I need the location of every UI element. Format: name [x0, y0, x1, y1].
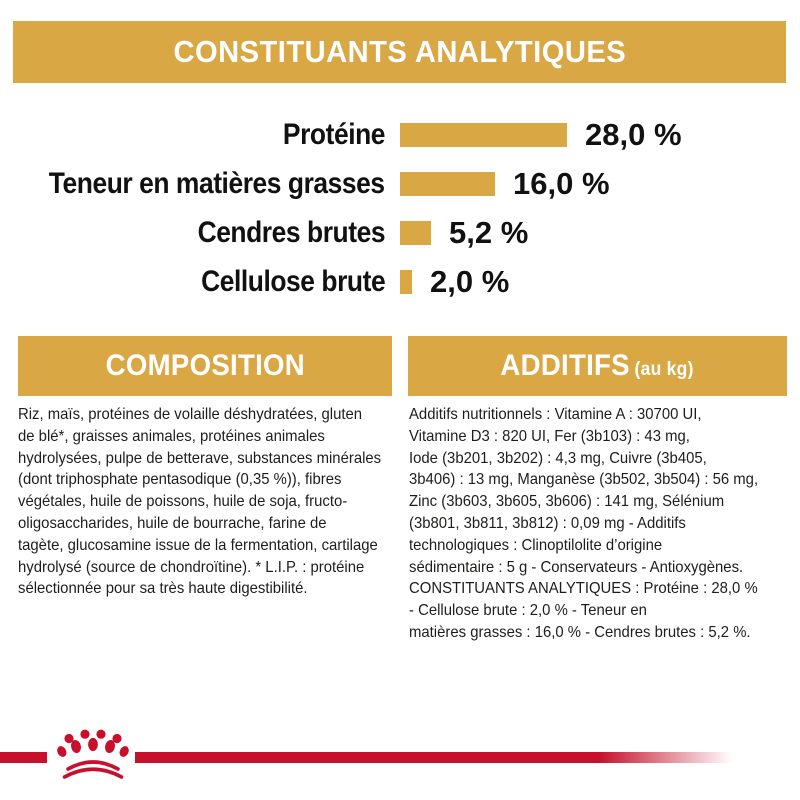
chart-row: Cellulose brute 2,0 %	[0, 264, 800, 299]
analytical-constituents-chart: Protéine 28,0 % Teneur en matières grasses…	[0, 117, 800, 319]
analytical-constituents-banner: CONSTITUANTS ANALYTIQUES	[13, 21, 786, 83]
chart-row: Protéine 28,0 %	[0, 117, 800, 152]
text-line: tagète, glucosamine issue de la fermenta…	[18, 536, 378, 554]
additives-text: Additifs nutritionnels : Vitamine A : 30…	[409, 404, 789, 644]
text-line: - Cellulose brute : 2,0 % - Teneur en	[409, 602, 647, 620]
text-line: 3b406) : 13 mg, Manganèse (3b502, 3b504)…	[409, 471, 759, 489]
text-line: Vitamine D3 : 820 UI, Fer (3b103) : 43 m…	[409, 427, 690, 445]
text-line: (3b801, 3b811, 3b812) : 0,09 mg - Additi…	[409, 514, 686, 532]
footer-red-bar-stub	[0, 752, 47, 763]
text-line: sélectionnée pour sa très haute digestib…	[18, 580, 308, 598]
chart-bar	[400, 221, 431, 245]
text-line: Iode (3b201, 3b202) : 4,3 mg, Cuivre (3b…	[409, 449, 707, 467]
text-line: Riz, maïs, protéines de volaille déshydr…	[18, 406, 363, 423]
banner-title: CONSTITUANTS ANALYTIQUES	[173, 34, 626, 69]
chart-value-label: 28,0 %	[585, 117, 682, 152]
text-line: de blé*, graisses animales, protéines an…	[18, 427, 325, 445]
text-line: Additifs nutritionnels : Vitamine A : 30…	[409, 406, 702, 423]
additives-header-unit: (au kg)	[634, 359, 695, 380]
chart-category-label: Protéine	[282, 118, 386, 151]
chart-row: Teneur en matières grasses 16,0 %	[0, 166, 800, 201]
text-line: technologiques : Clinoptilolite d’origin…	[409, 536, 663, 554]
text-line: Zinc (3b603, 3b605, 3b606) : 141 mg, Sél…	[409, 493, 725, 511]
chart-category-label: Teneur en matières grasses	[49, 167, 385, 200]
additives-header: ADDITIFS (au kg)	[408, 336, 787, 396]
composition-header-label: COMPOSITION	[105, 349, 305, 382]
chart-value-label: 16,0 %	[513, 166, 610, 201]
text-line: sédimentaire : 5 g - Conservateurs - Ant…	[409, 558, 744, 576]
chart-bar	[400, 270, 412, 294]
text-line: hydrolysées, pulpe de betterave, substan…	[18, 449, 382, 467]
composition-header: COMPOSITION	[18, 336, 392, 396]
chart-category-label: Cellulose brute	[200, 265, 386, 298]
text-line: matières grasses : 16,0 % - Cendres brut…	[409, 623, 751, 641]
chart-value-label: 2,0 %	[430, 264, 510, 299]
text-line: (dont triphosphate pentasodique (0,35 %)…	[18, 471, 342, 489]
composition-text: Riz, maïs, protéines de volaille déshydr…	[18, 404, 393, 600]
text-line: CONSTITUANTS ANALYTIQUES : Protéine : 28…	[409, 580, 758, 598]
royal-canin-crown-logo	[57, 729, 129, 779]
chart-bar	[400, 172, 495, 196]
chart-bar	[400, 123, 567, 147]
chart-row: Cendres brutes 5,2 %	[0, 215, 800, 250]
additives-header-label: ADDITIFS	[500, 349, 631, 382]
footer-red-bar	[135, 752, 745, 763]
text-line: végétales, huile de poissons, huile de s…	[18, 493, 348, 511]
text-line: oligosaccharides, huile de bourrache, fa…	[18, 514, 327, 532]
text-line: hydrolysé (source de chondroïtine). * L.…	[18, 558, 365, 576]
chart-category-label: Cendres brutes	[197, 216, 385, 249]
chart-value-label: 5,2 %	[449, 215, 529, 250]
